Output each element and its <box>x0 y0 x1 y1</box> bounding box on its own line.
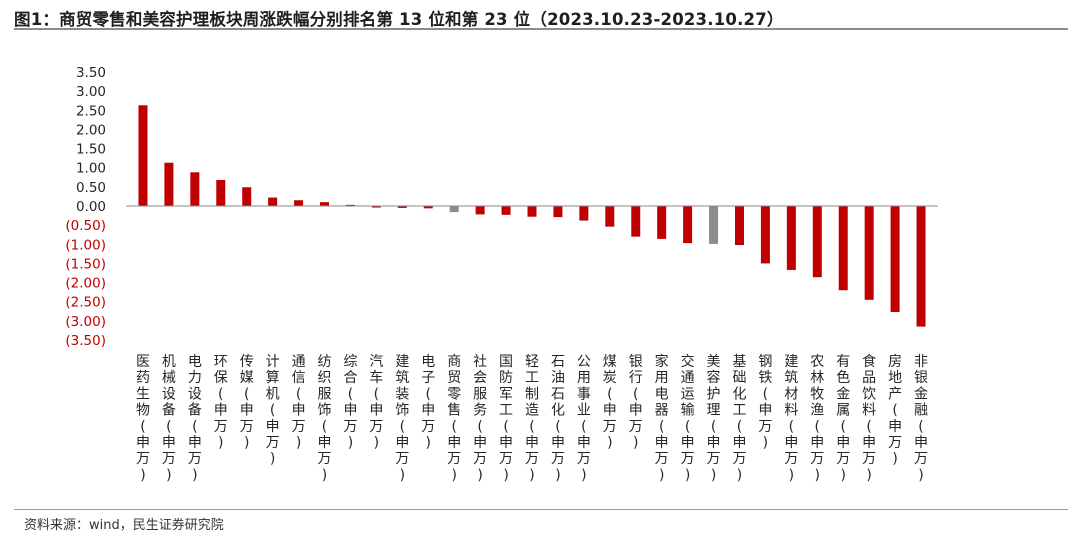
x-tick-label: 轻工制造(申万) <box>525 354 539 483</box>
x-tick-label: 有色金属(申万) <box>836 354 850 483</box>
bar <box>760 206 770 264</box>
x-axis-category-labels: 医药生物(申万) 机械设备(申万) 电力设备(申万) 环保(申万) 传媒(申万) 计算机(… <box>136 353 928 483</box>
bar <box>423 206 433 209</box>
y-tick-label: 3.50 <box>76 65 106 81</box>
x-tick-label: 公用事业(申万) <box>577 354 591 483</box>
x-tick-label: 钢铁(申万) <box>758 354 772 451</box>
x-tick-label: 非银金融(申万) <box>914 354 928 483</box>
y-tick-label: (1.00) <box>65 237 106 253</box>
bar <box>734 206 744 246</box>
x-tick-label: 银行(申万) <box>629 354 643 451</box>
bar-series <box>138 105 926 327</box>
x-tick-label: 交通运输(申万) <box>681 353 695 483</box>
bar <box>345 204 355 206</box>
x-tick-label: 医药生物(申万) <box>136 354 150 483</box>
x-tick-label: 国防军工(申万) <box>499 354 513 483</box>
y-tick-label: 2.00 <box>76 122 106 138</box>
bar <box>579 206 589 221</box>
bar <box>501 206 511 215</box>
bar <box>812 206 822 278</box>
x-tick-label: 家用电器(申万) <box>655 353 669 483</box>
x-tick-label: 社会服务(申万) <box>473 354 487 483</box>
bar <box>138 105 148 206</box>
bar-chart: 3.50 3.00 2.50 2.00 1.50 1.00 0.50 0.00 (0.50) (1… <box>65 65 938 483</box>
x-tick-label: 建筑材料(申万) <box>784 354 798 483</box>
x-tick-label: 石油石化(申万) <box>551 354 565 483</box>
y-tick-label: (3.00) <box>65 314 106 330</box>
y-tick-label: 3.00 <box>76 84 106 100</box>
title-divider <box>14 28 1068 30</box>
x-tick-label: 纺织服饰(申万) <box>318 354 332 483</box>
bar <box>709 206 719 244</box>
x-tick-label: 通信(申万) <box>292 354 306 451</box>
bar <box>890 206 900 313</box>
y-tick-label: (2.50) <box>65 295 106 311</box>
x-tick-label: 环保(申万) <box>214 354 228 451</box>
bar <box>449 206 459 213</box>
y-tick-label: (3.50) <box>65 333 106 349</box>
y-tick-label: 0.50 <box>76 180 106 196</box>
y-tick-label: 0.00 <box>76 199 106 215</box>
x-tick-label: 建筑装饰(申万) <box>395 354 409 483</box>
bar <box>683 206 693 244</box>
y-tick-label: 1.00 <box>76 161 106 177</box>
y-tick-label: 1.50 <box>76 142 106 158</box>
x-tick-label: 商贸零售(申万) <box>447 354 461 483</box>
x-tick-label: 汽车(申万) <box>369 354 383 451</box>
y-axis-tick-labels: 3.50 3.00 2.50 2.00 1.50 1.00 0.50 0.00 (0.50) (1… <box>65 65 106 349</box>
bar <box>631 206 641 237</box>
y-tick-label: (1.50) <box>65 256 106 272</box>
figure-title: 图1：商贸零售和美容护理板块周涨跌幅分别排名第 13 位和第 23 位（2023… <box>14 10 784 29</box>
bar <box>657 206 667 239</box>
x-tick-label: 传媒(申万) <box>240 354 254 451</box>
bar <box>320 202 330 206</box>
y-tick-label: (0.50) <box>65 218 106 234</box>
footer-divider <box>14 509 1068 510</box>
x-tick-label: 美容护理(申万) <box>707 354 721 483</box>
x-tick-label: 房地产(申万) <box>888 354 902 467</box>
bar <box>371 206 381 208</box>
bar <box>397 206 407 208</box>
bar <box>268 197 278 206</box>
x-tick-label: 煤炭(申万) <box>603 354 617 451</box>
bar <box>216 179 226 206</box>
bar <box>294 200 304 206</box>
bar <box>475 206 485 215</box>
x-tick-label: 农林牧渔(申万) <box>810 354 824 483</box>
bar <box>916 206 926 327</box>
x-tick-label: 机械设备(申万) <box>162 354 176 483</box>
bar <box>164 162 174 206</box>
y-tick-label: (2.00) <box>65 276 106 292</box>
bar <box>786 206 796 270</box>
x-tick-label: 电子(申万) <box>421 354 435 451</box>
y-tick-label: 2.50 <box>76 103 106 119</box>
x-tick-label: 综合(申万) <box>343 354 357 451</box>
x-tick-label: 电力设备(申万) <box>188 354 202 483</box>
bar <box>553 206 563 218</box>
x-tick-label: 食品饮料(申万) <box>862 353 876 483</box>
bar <box>527 206 537 217</box>
bar <box>242 187 252 206</box>
bar <box>864 206 874 300</box>
bar <box>838 206 848 291</box>
bar <box>605 206 615 227</box>
source-note: 资料来源：wind，民生证券研究院 <box>24 518 224 533</box>
x-tick-label: 基础化工(申万) <box>732 353 746 483</box>
bar <box>190 172 200 206</box>
x-tick-label: 计算机(申万) <box>266 354 280 467</box>
